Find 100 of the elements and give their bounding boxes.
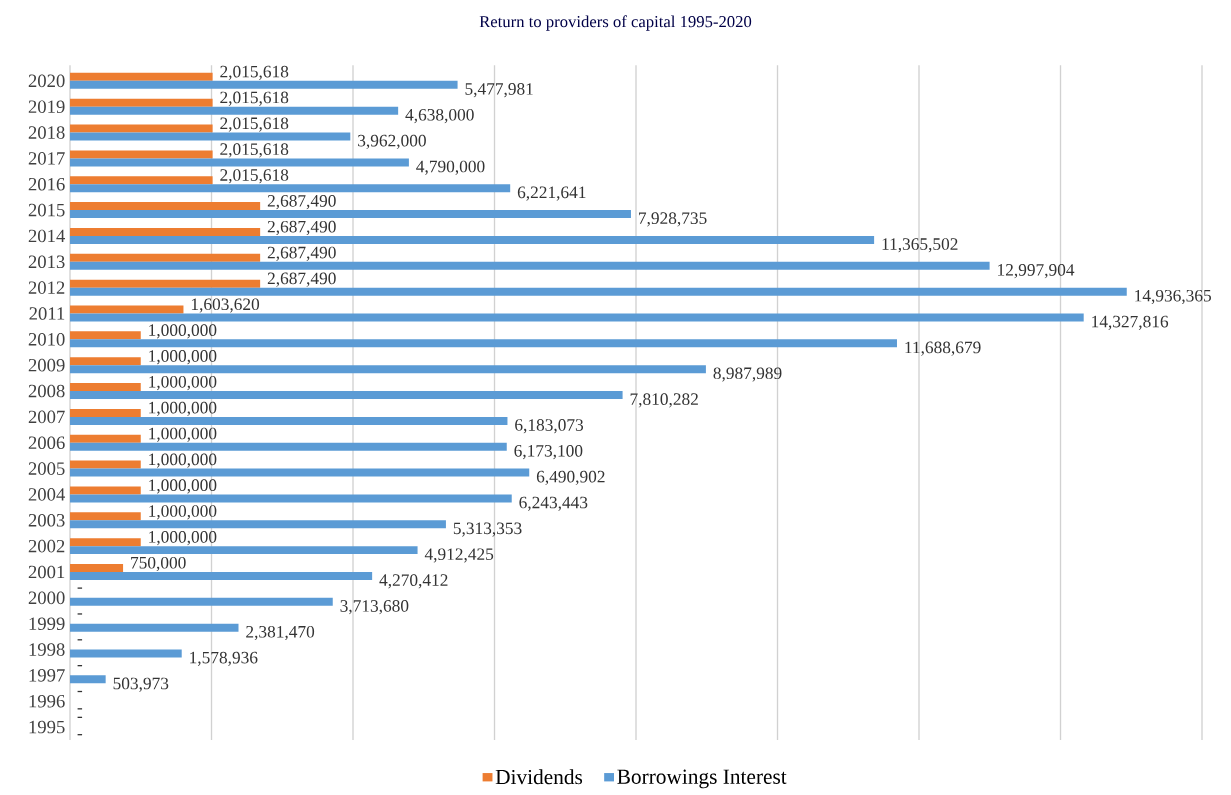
bar (70, 132, 351, 141)
y-tick-label: 2007 (28, 410, 65, 424)
y-tick-label: 2002 (28, 539, 65, 553)
y-tick-label: 2009 (28, 358, 65, 372)
bar (70, 202, 261, 211)
data-label: 4,912,425 (424, 548, 494, 563)
y-tick-label: 2004 (28, 488, 66, 501)
y-tick-label: 2001 (28, 565, 65, 579)
y-tick-label: 2013 (28, 255, 65, 269)
data-label: 1,000,000 (149, 350, 217, 365)
bar (70, 339, 897, 348)
bar (70, 623, 239, 632)
data-label: 2,687,490 (267, 246, 336, 261)
y-tick-label: 2020 (28, 74, 65, 88)
y-tick-label: 2011 (29, 307, 65, 320)
chart-title: Return to providers of capital 1995-2020 (479, 15, 752, 31)
bar (70, 546, 418, 555)
y-tick-label: 2008 (28, 384, 65, 398)
bar (70, 675, 106, 684)
bar (70, 357, 141, 366)
bar (70, 158, 409, 167)
data-label: 7,928,735 (639, 212, 707, 227)
data-label: 3,962,000 (358, 134, 426, 149)
legend-label: Borrowings Interest (617, 769, 787, 789)
bar (70, 563, 124, 572)
data-label: 1,603,620 (191, 298, 260, 313)
bar (70, 287, 1127, 296)
bar (70, 235, 875, 244)
y-tick-label: 2006 (28, 436, 65, 450)
bar (70, 383, 141, 392)
bar (70, 227, 261, 236)
data-label: - (77, 716, 83, 719)
data-label: - (77, 665, 83, 667)
data-label: 12,997,904 (998, 264, 1075, 279)
data-label: 750,000 (131, 556, 186, 572)
y-tick-label: 1998 (29, 643, 65, 656)
bar (70, 124, 213, 133)
y-tick-label: 2018 (28, 126, 65, 139)
data-label: 1,000,000 (149, 505, 217, 520)
bar (70, 210, 631, 219)
bar (70, 184, 511, 193)
bar (70, 365, 706, 374)
bar (70, 305, 184, 314)
data-label: 6,221,641 (517, 186, 586, 201)
y-tick-label: 2014 (28, 229, 66, 243)
data-label: 2,015,618 (220, 91, 289, 106)
data-label: 1,000,000 (149, 453, 217, 468)
y-tick-label: 1999 (29, 617, 65, 630)
y-tick-label: 2000 (28, 591, 65, 605)
y-tick-label: 2003 (28, 513, 65, 527)
data-label: 2,687,490 (267, 194, 336, 210)
bar (70, 538, 141, 547)
y-tick-label: 2005 (28, 462, 65, 475)
data-label: 7,810,282 (630, 393, 698, 408)
data-label: 5,313,353 (453, 522, 522, 537)
data-label: 11,688,679 (905, 341, 981, 356)
bar (70, 106, 399, 115)
data-label: 1,000,000 (149, 401, 217, 416)
legend-label: Dividends (495, 769, 583, 785)
data-label: 2,015,618 (220, 169, 289, 184)
data-label: 2,687,490 (267, 272, 336, 287)
bar (70, 253, 261, 262)
bar (70, 331, 141, 340)
data-label: 6,173,100 (514, 444, 583, 460)
bar (70, 313, 1084, 322)
y-tick-label: 2010 (28, 333, 65, 346)
data-label: - (77, 708, 83, 710)
bar (70, 150, 213, 159)
y-tick-label: 2019 (28, 100, 65, 113)
y-tick-label: 1995 (29, 720, 65, 734)
data-label: 1,000,000 (149, 324, 217, 339)
data-label: - (77, 639, 83, 641)
data-label: 8,987,989 (713, 367, 782, 382)
y-tick-label: 1996 (29, 694, 65, 708)
data-label: 2,015,618 (220, 117, 289, 132)
bar (70, 408, 141, 417)
data-label: - (77, 690, 83, 693)
bar (70, 261, 990, 270)
bar (70, 80, 458, 89)
data-label: 4,790,000 (416, 160, 485, 175)
data-label: 1,578,936 (190, 651, 258, 666)
bar (70, 571, 373, 580)
data-label: - (77, 613, 83, 615)
data-label: 1,000,000 (149, 375, 217, 391)
data-label: 503,973 (113, 677, 169, 692)
y-tick-label: 2015 (28, 203, 65, 217)
data-label: 4,638,000 (405, 108, 474, 124)
bar (70, 597, 333, 606)
bar (70, 176, 213, 185)
data-label: 2,015,618 (220, 65, 289, 80)
data-label: 1,000,000 (149, 427, 217, 442)
bar (70, 486, 141, 495)
bar (70, 72, 213, 81)
data-label: 3,713,680 (340, 600, 409, 615)
data-label: 14,936,365 (1135, 289, 1212, 305)
data-label: 2,381,470 (246, 625, 315, 641)
bar (70, 468, 530, 477)
bar (70, 494, 512, 503)
bar (70, 279, 261, 288)
bar (70, 512, 141, 521)
